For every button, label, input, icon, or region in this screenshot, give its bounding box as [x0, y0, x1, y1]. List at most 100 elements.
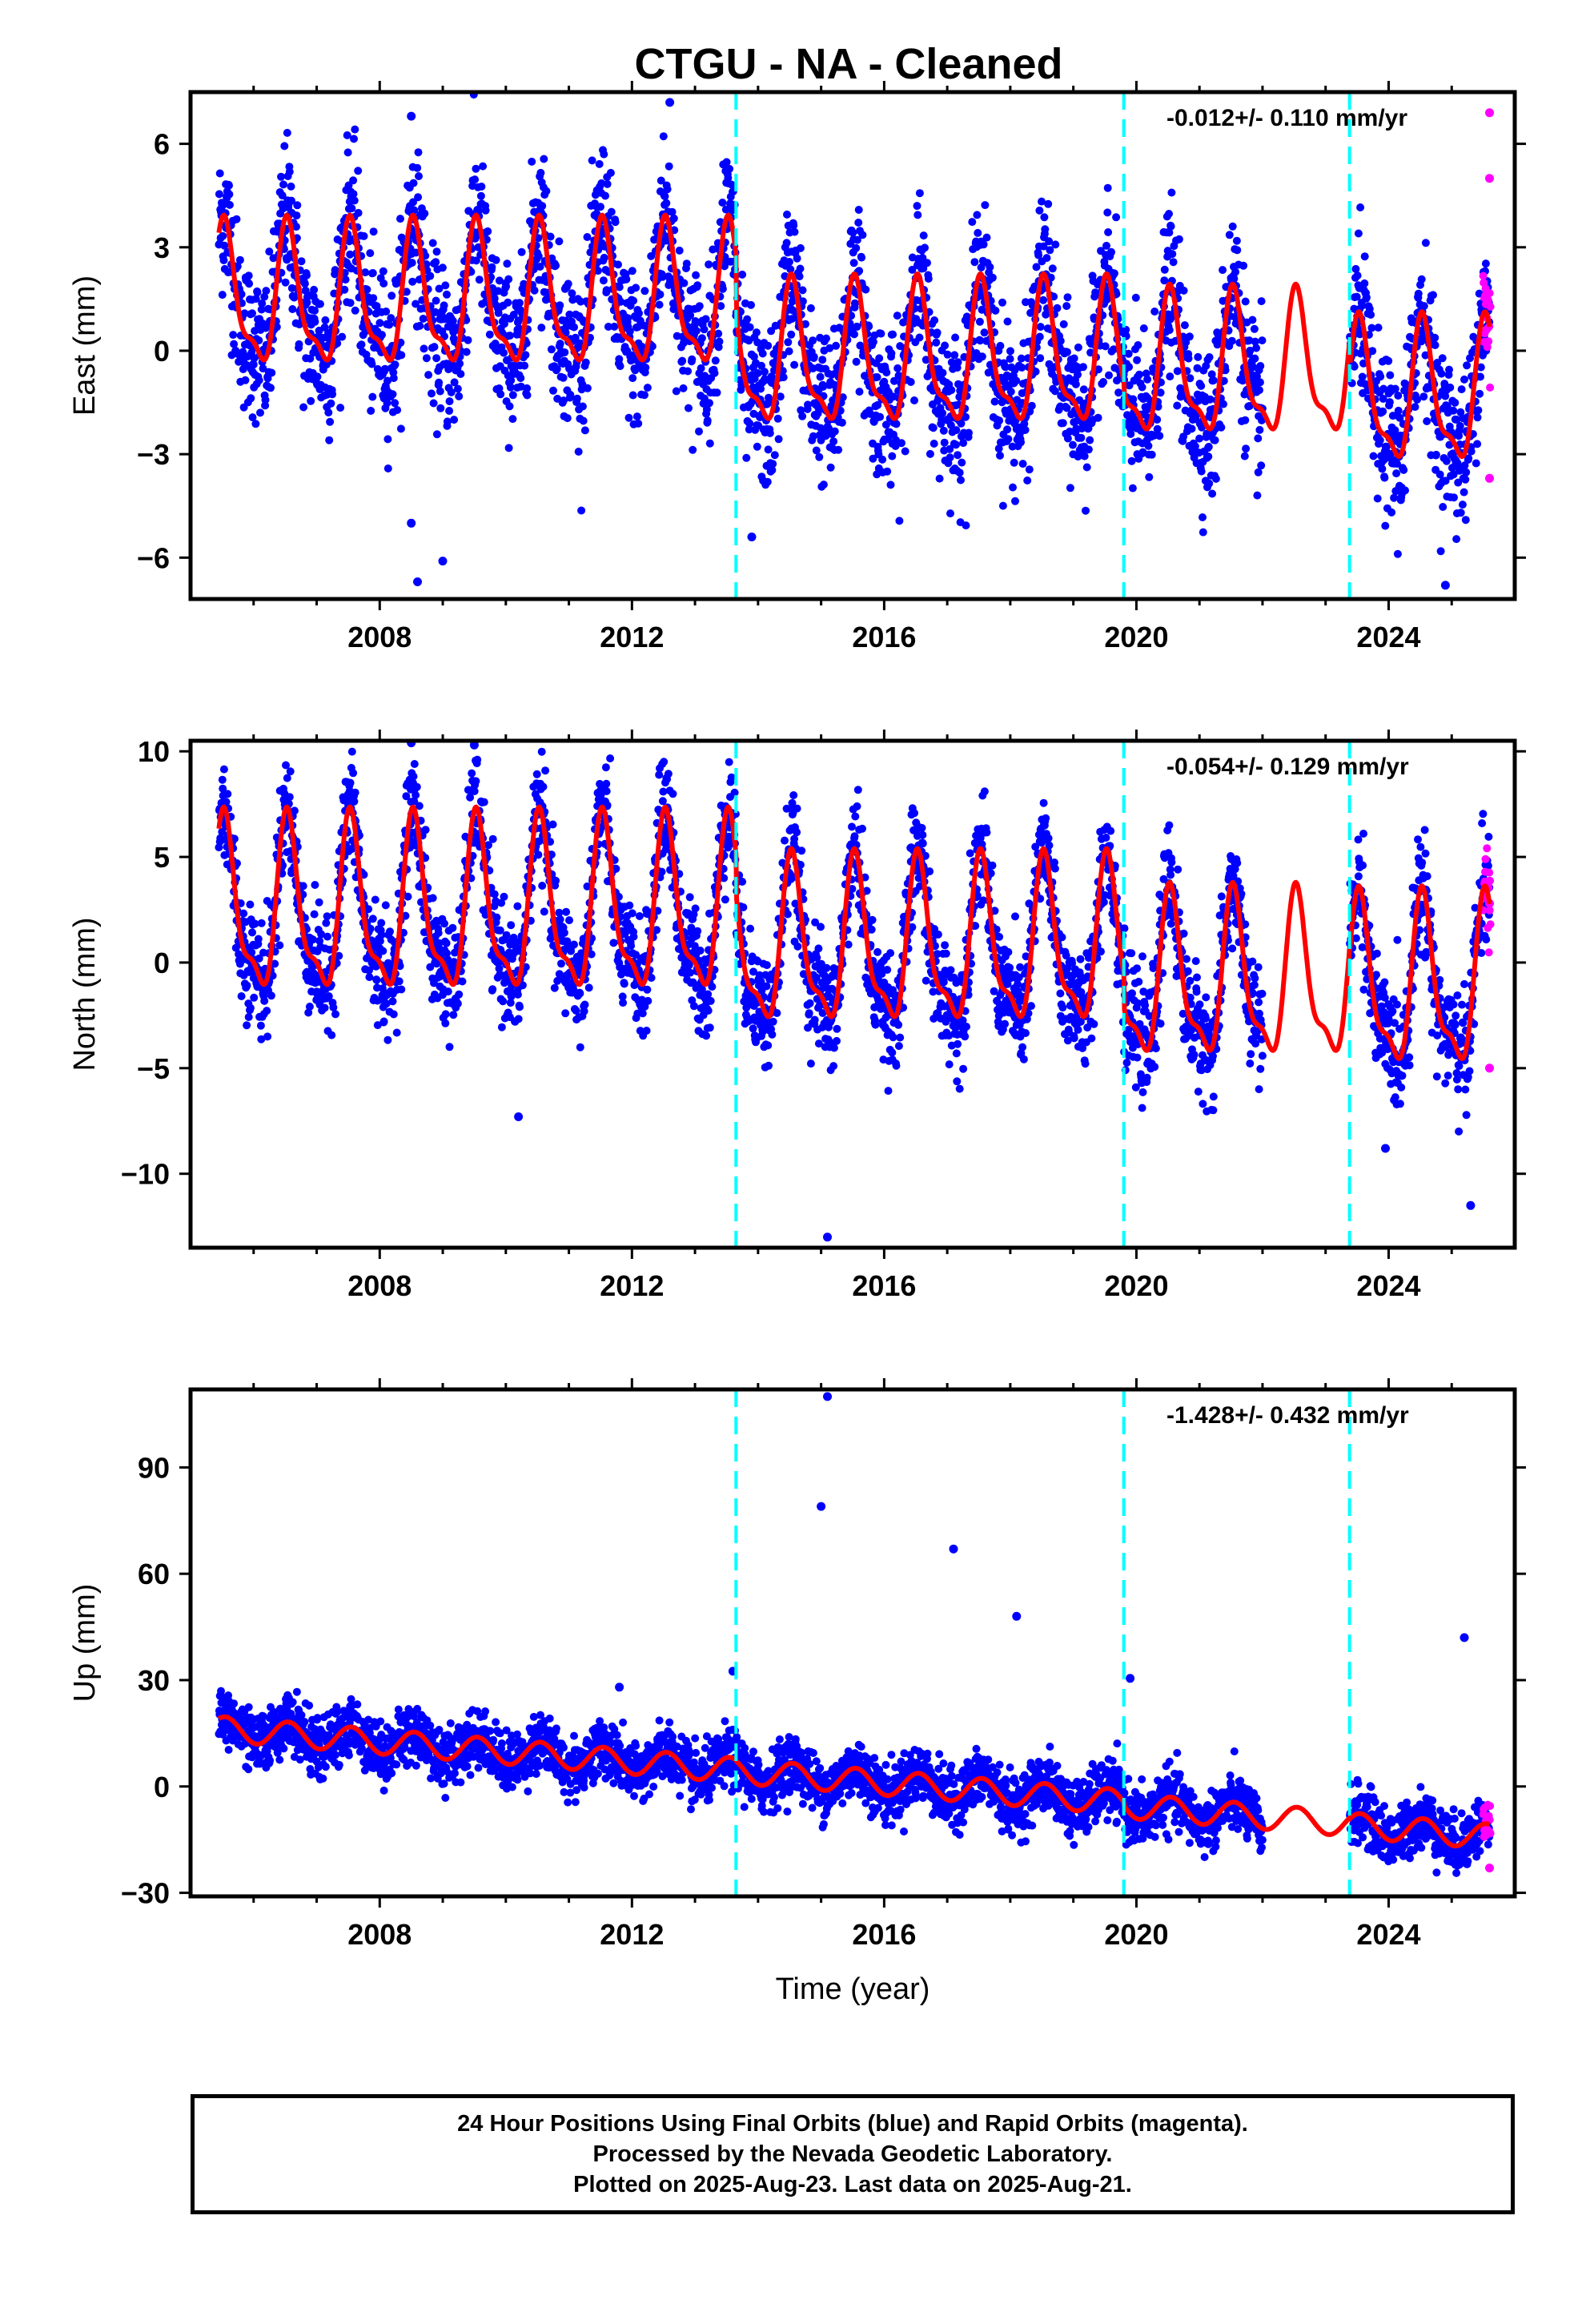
data-point	[1023, 476, 1032, 485]
data-point	[1358, 372, 1367, 381]
data-point	[1003, 317, 1012, 326]
data-point	[435, 284, 444, 293]
data-point	[977, 263, 986, 271]
data-point	[826, 463, 835, 472]
data-point	[490, 294, 499, 303]
data-point	[915, 333, 924, 342]
data-point	[244, 271, 253, 280]
data-point	[790, 360, 799, 369]
data-point	[263, 1007, 271, 1015]
data-point	[822, 334, 830, 343]
data-point	[440, 919, 448, 928]
data-point	[1040, 213, 1049, 222]
data-point	[1456, 421, 1464, 430]
data-point	[915, 189, 924, 198]
data-point	[538, 202, 547, 211]
data-point	[267, 991, 275, 1000]
data-point	[404, 892, 412, 901]
data-point	[401, 911, 410, 920]
data-point	[382, 999, 391, 1008]
data-point	[391, 399, 400, 408]
data-point	[1353, 271, 1362, 279]
data-point	[497, 899, 506, 907]
data-point	[640, 287, 649, 296]
data-point	[1211, 474, 1220, 483]
data-point	[1114, 388, 1123, 397]
data-point	[560, 348, 569, 356]
data-point	[1112, 213, 1121, 222]
data-point	[1142, 369, 1150, 378]
data-point	[606, 168, 615, 177]
data-point	[644, 996, 652, 1005]
data-point	[1180, 321, 1189, 330]
data-point	[713, 388, 721, 397]
data-point	[935, 474, 944, 483]
data-point	[288, 305, 297, 313]
data-point	[1086, 348, 1095, 357]
data-point	[913, 202, 921, 211]
data-point	[1127, 456, 1136, 465]
data-point	[628, 267, 636, 275]
data-point	[1253, 372, 1261, 380]
data-point	[849, 228, 857, 237]
data-point	[248, 928, 256, 937]
data-point	[1476, 363, 1485, 372]
data-point	[328, 390, 337, 399]
data-point	[408, 277, 417, 286]
data-point	[308, 935, 317, 944]
data-point	[504, 444, 513, 452]
data-point	[782, 239, 791, 247]
data-point	[680, 279, 689, 287]
data-point	[1187, 424, 1196, 433]
data-point	[412, 300, 420, 308]
data-point	[814, 403, 822, 412]
data-point	[1045, 237, 1054, 246]
data-point	[721, 205, 730, 214]
data-point	[704, 1007, 713, 1015]
data-point	[702, 405, 711, 414]
data-point	[1027, 401, 1036, 410]
data-point	[710, 368, 719, 377]
data-point	[725, 758, 733, 766]
data-point	[420, 209, 429, 218]
data-point	[305, 1003, 314, 1011]
data-point	[789, 221, 798, 230]
data-point	[475, 275, 484, 284]
data-point	[624, 413, 633, 422]
data-point	[798, 297, 807, 306]
data-point	[448, 923, 457, 932]
data-point	[254, 935, 263, 943]
data-point	[640, 391, 648, 400]
data-point	[1050, 387, 1059, 396]
data-point	[853, 323, 861, 331]
data-point	[1452, 535, 1461, 544]
data-point	[849, 259, 858, 267]
data-point	[299, 403, 308, 412]
data-point	[1044, 199, 1053, 208]
data-point	[635, 912, 644, 920]
data-point	[343, 148, 352, 157]
data-point	[297, 257, 306, 266]
data-point	[952, 426, 961, 435]
data-point	[223, 790, 232, 798]
data-point	[311, 881, 319, 889]
data-point	[773, 414, 782, 423]
data-point	[629, 296, 638, 305]
data-point	[255, 376, 263, 384]
data-point	[809, 432, 817, 440]
data-point	[776, 392, 785, 401]
data-point	[991, 306, 1000, 315]
data-point	[1473, 440, 1482, 448]
data-point	[982, 233, 991, 242]
data-point	[547, 850, 556, 859]
data-point	[412, 790, 420, 799]
data-point	[602, 286, 611, 295]
data-point	[809, 336, 817, 345]
data-point	[1004, 435, 1013, 444]
data-point	[426, 271, 435, 280]
data-point	[745, 323, 754, 332]
data-point	[619, 999, 628, 1007]
data-point	[675, 246, 684, 255]
data-point	[1204, 442, 1213, 451]
data-point	[919, 231, 928, 240]
